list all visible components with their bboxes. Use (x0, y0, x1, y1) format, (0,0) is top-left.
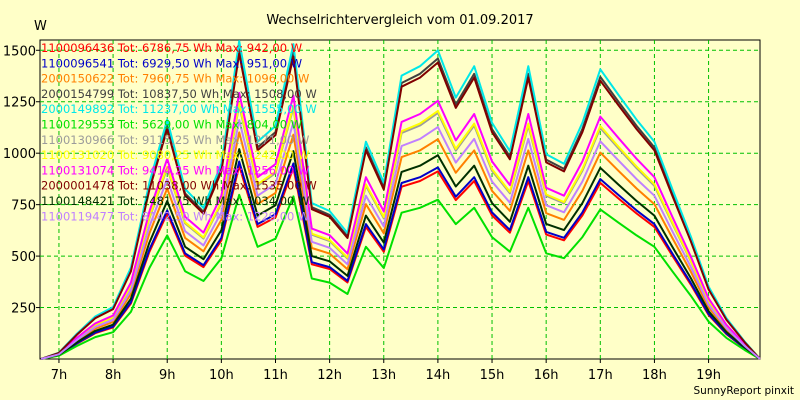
legend: 1100096436 Tot: 6786,75 Wh Max: 942,00 W… (41, 41, 317, 223)
footer-text: SunnyReport pinxit (694, 385, 794, 397)
series-line-6 (40, 193, 761, 360)
series-line-12 (40, 119, 761, 360)
x-axis-ticks: 7h 8h 9h 10h 11h 12h 13h 14h 15h 16h 17h 18h 19h (51, 359, 721, 383)
legend-entry-2: 1100096541 Tot: 6929,50 Wh Max: 951,00 W (41, 56, 302, 70)
y-axis-ticks: 250 500 750 1000 1250 1500 (3, 44, 40, 317)
x-tick-label: 15h (480, 368, 505, 383)
series-line-11 (40, 148, 761, 360)
x-tick-label: 16h (534, 368, 559, 383)
y-tick-label: 1000 (3, 147, 36, 162)
series-line-5 (40, 40, 761, 360)
legend-entry-5: 2000149892 Tot: 11237,00 Wh Max: 1555,00… (41, 102, 317, 116)
x-tick-label: 12h (317, 368, 342, 383)
y-tick-label: 750 (11, 199, 36, 214)
x-tick-label: 10h (209, 368, 234, 383)
x-tick-label: 14h (426, 368, 451, 383)
x-tick-label: 8h (105, 368, 122, 383)
legend-entry-8: 1100131020 Tot: 9080,25 Wh Max: 1242,00 … (41, 148, 309, 162)
y-tick-label: 1500 (3, 44, 36, 59)
x-tick-label: 13h (371, 368, 396, 383)
x-tick-label: 19h (696, 368, 721, 383)
y-tick-label: 250 (11, 302, 36, 317)
chart-title: Wechselrichtervergleich vom 01.09.2017 (266, 13, 533, 28)
series-lines (40, 40, 761, 360)
x-tick-label: 9h (159, 368, 176, 383)
x-tick-label: 7h (51, 368, 68, 383)
legend-entry-9: 1100131074 Tot: 9414,25 Wh Max: 1256,00 … (41, 163, 309, 177)
legend-entry-4: 2000154799 Tot: 10837,50 Wh Max: 1508,00… (41, 87, 317, 101)
series-line-3 (40, 131, 761, 360)
legend-entry-3: 2000150622 Tot: 7960,75 Wh Max: 1096,00 … (41, 72, 309, 86)
legend-entry-7: 1100130966 Tot: 9115,25 Wh Max: 1271,00 … (41, 133, 309, 147)
x-tick-label: 17h (588, 368, 613, 383)
x-tick-label: 18h (642, 368, 667, 383)
legend-entry-11: 1100148421 Tot: 7481,75 Wh Max: 1034,00 … (41, 194, 309, 208)
legend-entry-10: 2000001478 Tot: 11038,00 Wh Max: 1535,00… (41, 179, 317, 193)
series-line-10 (40, 52, 761, 360)
x-tick-label: 11h (263, 368, 288, 383)
series-line-2 (40, 160, 761, 360)
series-line-9 (40, 91, 761, 360)
legend-entry-1: 1100096436 Tot: 6786,75 Wh Max: 942,00 W (41, 41, 302, 55)
y-axis-label: W (34, 19, 47, 34)
series-line-8 (40, 102, 761, 360)
y-tick-label: 1250 (3, 96, 36, 111)
y-tick-label: 500 (11, 250, 36, 265)
legend-entry-6: 1100129553 Tot: 5629,00 Wh Max: 804,00 W (41, 118, 302, 132)
legend-entry-12: 1100119477 Tot: 8142,50 Wh Max: 1229,00 … (41, 209, 309, 223)
